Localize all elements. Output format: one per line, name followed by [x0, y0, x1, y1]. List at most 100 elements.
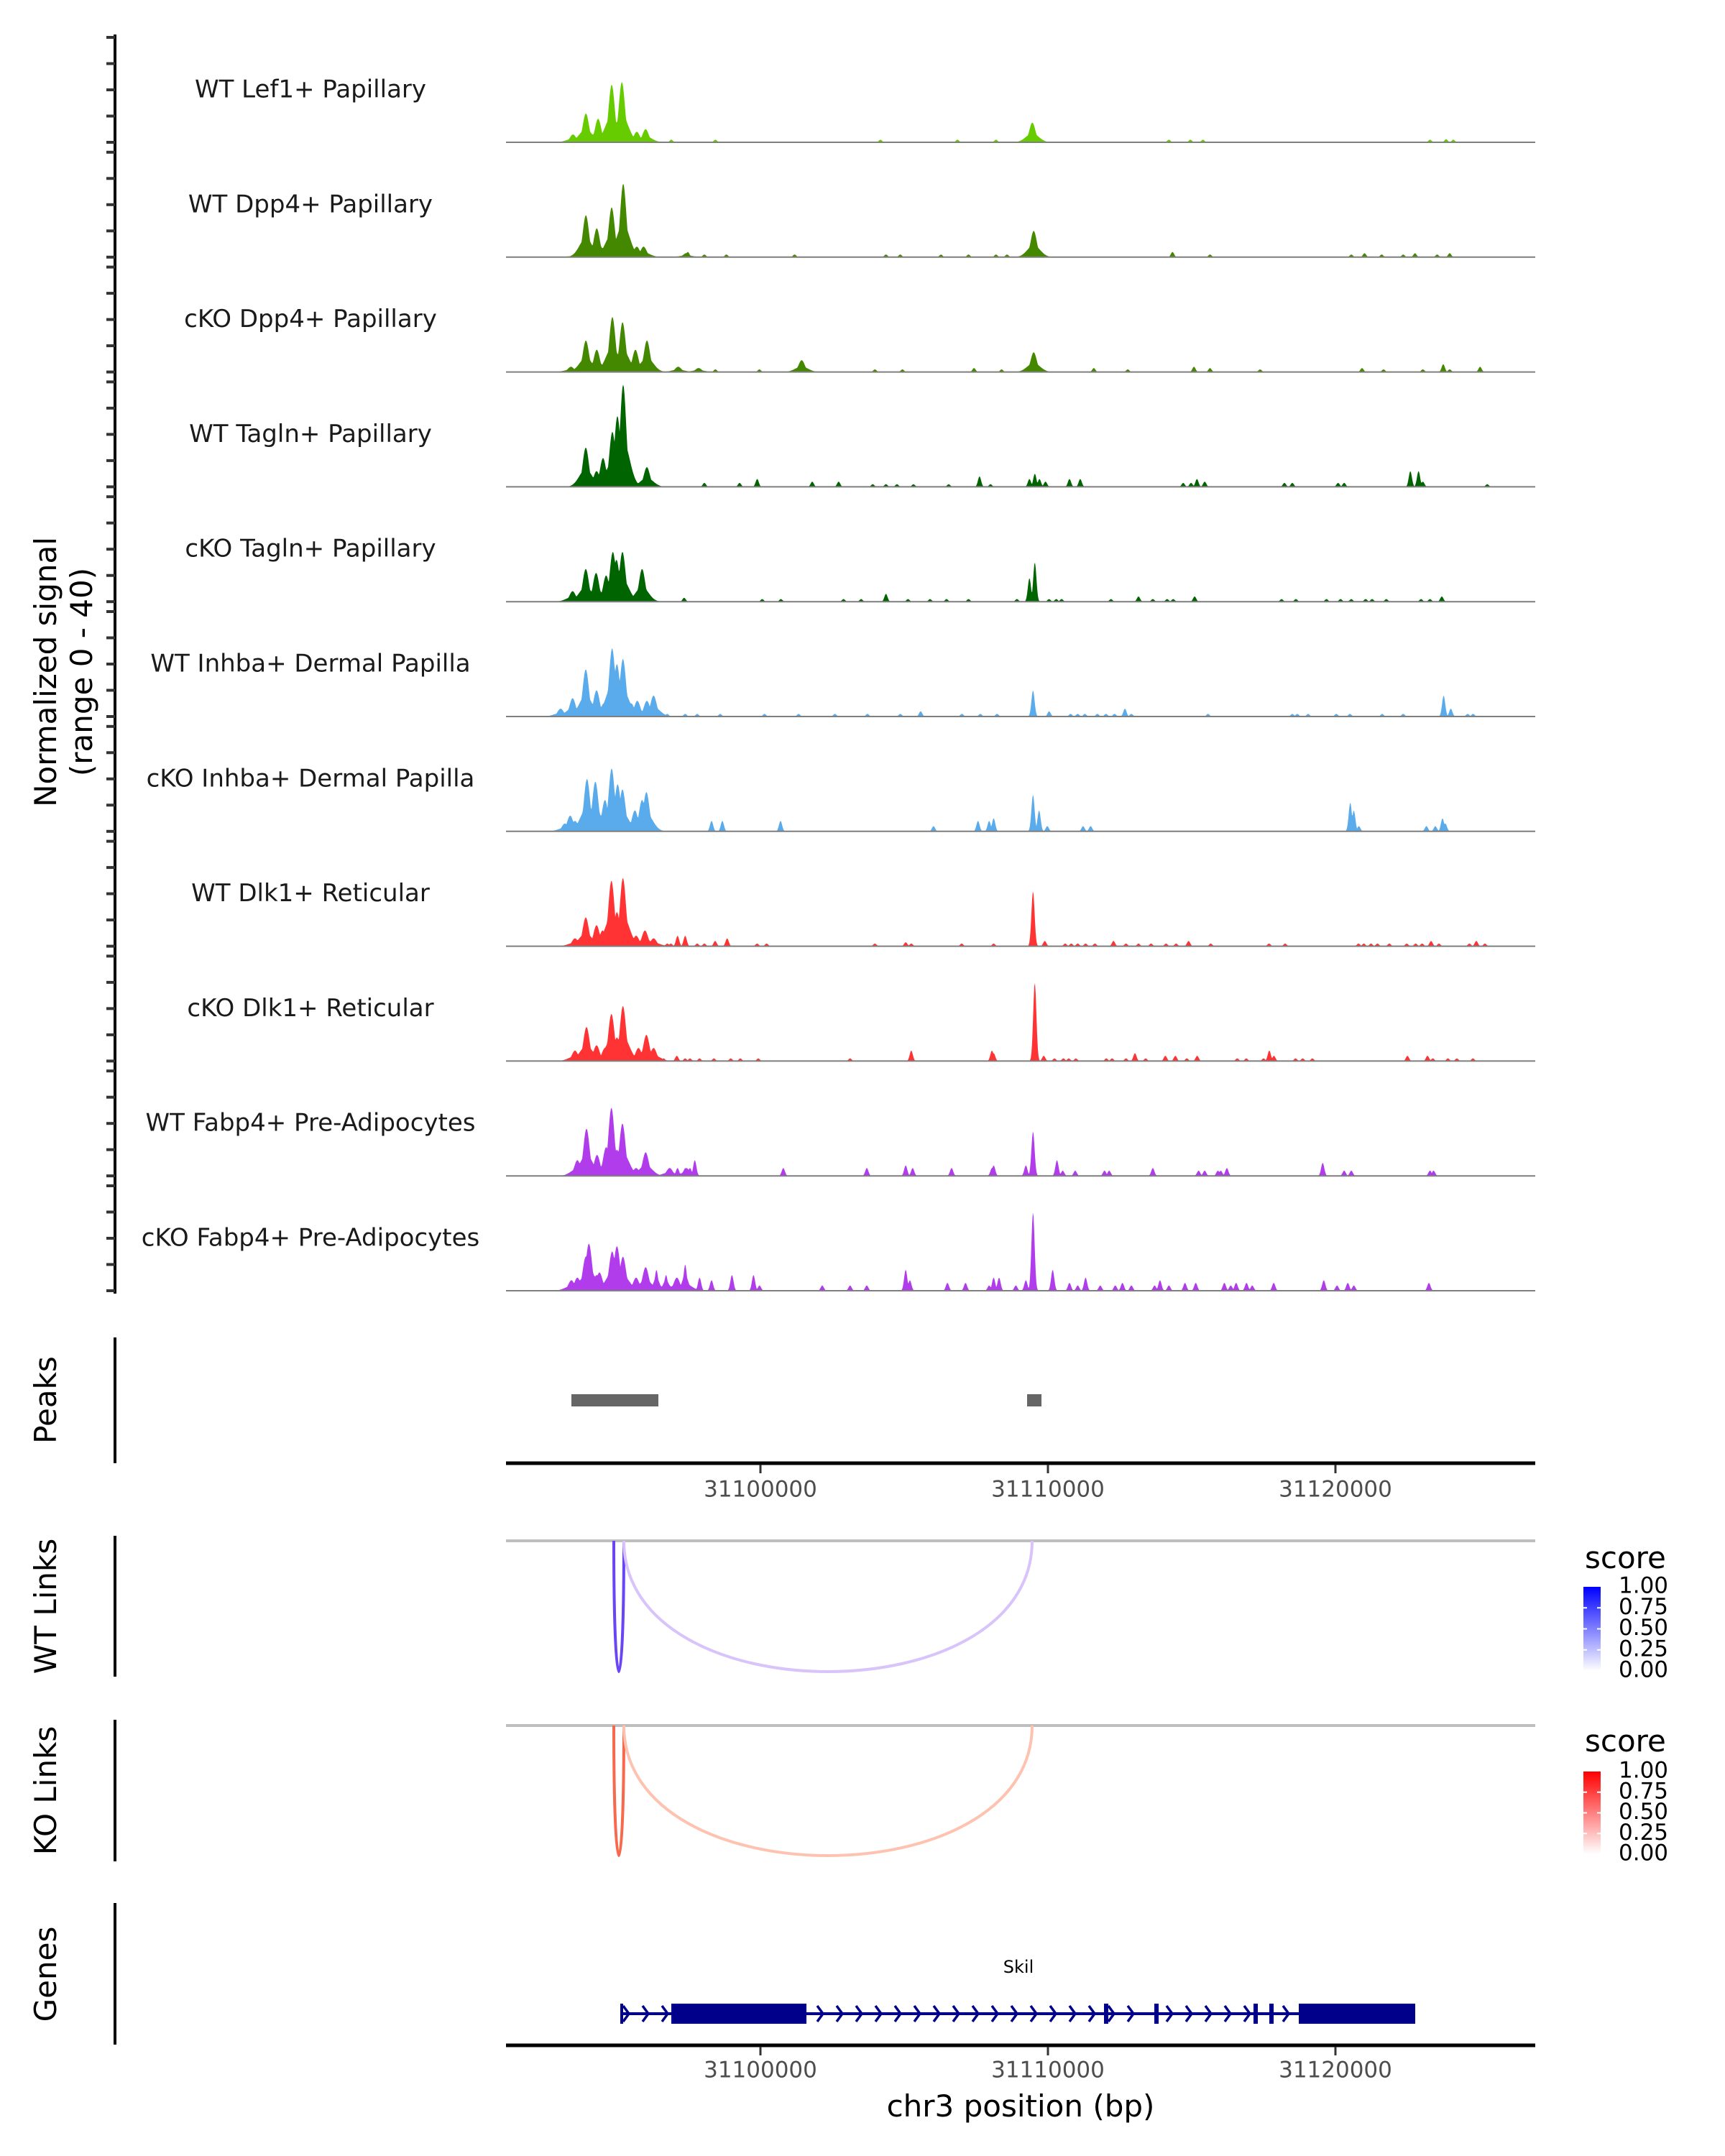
gene-name-label: Skil [1003, 1957, 1034, 1977]
legend-title: score [1585, 1723, 1666, 1759]
strand-arrow-icon [1049, 2004, 1058, 2023]
coverage-signal-area [506, 183, 1535, 257]
strand-arrow-icon [1087, 2004, 1097, 2023]
strand-arrow-icon [835, 2004, 845, 2023]
coverage-track: cKO Dlk1+ Reticular [187, 982, 1535, 1062]
legend-tick-label: 0.75 [1619, 1594, 1668, 1620]
legend-tick-label: 0.50 [1619, 1615, 1668, 1641]
strand-arrow-icon [932, 2004, 942, 2023]
peaks-x-tick-label: 31120000 [1279, 1477, 1392, 1503]
coverage-track: cKO Fabp4+ Pre-Adipocytes [142, 1212, 1535, 1291]
legend-tick-label: 0.50 [1619, 1799, 1668, 1825]
strand-arrow-icon [661, 2004, 670, 2023]
links-panel-title: WT Links [28, 1539, 63, 1674]
link-arc [622, 1725, 1034, 1857]
x-axis-title: chr3 position (bp) [887, 2088, 1155, 2124]
links-panel-title: KO Links [28, 1726, 63, 1856]
strand-arrow-icon [874, 2004, 883, 2023]
track-label: cKO Dlk1+ Reticular [187, 994, 433, 1023]
coverage-track: WT Inhba+ Dermal Papilla [150, 648, 1535, 717]
genes-panel-title: Genes [28, 1927, 63, 2022]
gene-exon [1254, 2004, 1258, 2024]
genes-x-tick-label: 31120000 [1279, 2058, 1392, 2083]
strand-arrow-icon [1184, 2004, 1194, 2023]
track-label: WT Dpp4+ Papillary [188, 190, 433, 218]
coverage-signal-area [506, 768, 1535, 831]
coverage-y-axis-title: Normalized signal [28, 537, 63, 807]
link-arc [622, 1540, 1034, 1673]
strand-arrow-icon [952, 2004, 961, 2023]
track-label: WT Inhba+ Dermal Papilla [150, 650, 470, 678]
strand-arrow-icon [1223, 2004, 1233, 2023]
peaks-panel: Peaks 31100000 31110000 31120000 [28, 1337, 1535, 1503]
strand-arrow-icon [990, 2004, 1000, 2023]
coverage-signal-area [506, 82, 1535, 142]
track-label: cKO Dpp4+ Papillary [184, 305, 437, 333]
gene-exon [1104, 2004, 1108, 2024]
strand-arrow-icon [913, 2004, 922, 2023]
strand-arrow-icon [1029, 2004, 1039, 2023]
legend-tick-label: 1.00 [1619, 1758, 1668, 1784]
coverage-track: WT Lef1+ Papillary [195, 75, 1535, 143]
strand-arrow-icon [971, 2004, 980, 2023]
coverage-signal-area [506, 317, 1535, 372]
coverage-track: cKO Tagln+ Papillary [185, 535, 1535, 603]
track-label: cKO Inhba+ Dermal Papilla [147, 764, 475, 793]
strand-arrow-icon [1165, 2004, 1174, 2023]
coverage-track: cKO Inhba+ Dermal Papilla [147, 764, 1535, 832]
genes-x-tick-label: 31110000 [991, 2058, 1105, 2083]
coverage-signal-area [506, 878, 1535, 946]
coverage-signal-area [506, 1107, 1535, 1176]
peaks-x-axis-ticks: 31100000 31110000 31120000 [704, 1465, 1392, 1503]
gene-exon [1269, 2004, 1274, 2024]
coverage-track: WT Fabp4+ Pre-Adipocytes [146, 1107, 1535, 1177]
peak-ranges [571, 1394, 1041, 1406]
peaks-x-tick-label: 31100000 [704, 1477, 817, 1503]
genes-x-tick-label: 31100000 [704, 2058, 817, 2083]
coverage-signal-area [506, 384, 1535, 487]
strand-arrow-icon [893, 2004, 903, 2023]
legend-tick-label: 0.00 [1619, 1657, 1668, 1683]
strand-arrow-icon [855, 2004, 864, 2023]
peak-range-bar [571, 1394, 658, 1406]
track-label: cKO Fabp4+ Pre-Adipocytes [142, 1224, 480, 1253]
legend-title: score [1585, 1540, 1666, 1575]
track-label: WT Tagln+ Papillary [189, 420, 432, 448]
track-label: cKO Tagln+ Papillary [185, 535, 436, 563]
peak-range-bar [1027, 1394, 1041, 1406]
strand-arrow-icon [816, 2004, 825, 2023]
track-label: WT Dlk1+ Reticular [191, 879, 430, 908]
coverage-track: WT Dpp4+ Papillary [188, 183, 1535, 258]
gene-model: Skil [620, 1957, 1415, 2024]
gene-exon [1154, 2004, 1159, 2024]
coverage-y-axis [106, 34, 116, 1294]
coverage-tracks: WT Lef1+ Papillary WT Dpp4+ Papillary cKO … [142, 75, 1535, 1291]
legend-tick-label: 0.25 [1619, 1820, 1668, 1846]
genes-panel: Genes Skil 31100000 31110000 31120000 chr3… [28, 1903, 1535, 2124]
link-arc [612, 1540, 625, 1673]
gene-exon [671, 2004, 806, 2024]
peaks-x-tick-label: 31110000 [991, 1477, 1105, 1503]
legend-tick-label: 0.75 [1619, 1778, 1668, 1804]
coverage-signal-area [506, 551, 1535, 602]
gene-exon [1299, 2004, 1415, 2024]
gene-models: Skil [620, 1957, 1415, 2024]
coverage-y-axis-subtitle: (range 0 - 40) [64, 568, 99, 776]
track-label: WT Fabp4+ Pre-Adipocytes [146, 1109, 476, 1138]
genes-x-axis-ticks: 31100000 31110000 31120000 [704, 2047, 1392, 2083]
peaks-panel-title: Peaks [28, 1356, 63, 1444]
strand-arrow-icon [1282, 2004, 1291, 2023]
coverage-track: WT Dlk1+ Reticular [191, 878, 1535, 947]
strand-arrow-icon [1107, 2004, 1116, 2023]
coverage-track: WT Tagln+ Papillary [189, 384, 1535, 488]
coverage-signal-area [506, 982, 1535, 1061]
coverage-signal-area [506, 1212, 1535, 1291]
coverage-track: cKO Dpp4+ Papillary [184, 305, 1535, 373]
strand-arrow-icon [622, 2004, 631, 2023]
